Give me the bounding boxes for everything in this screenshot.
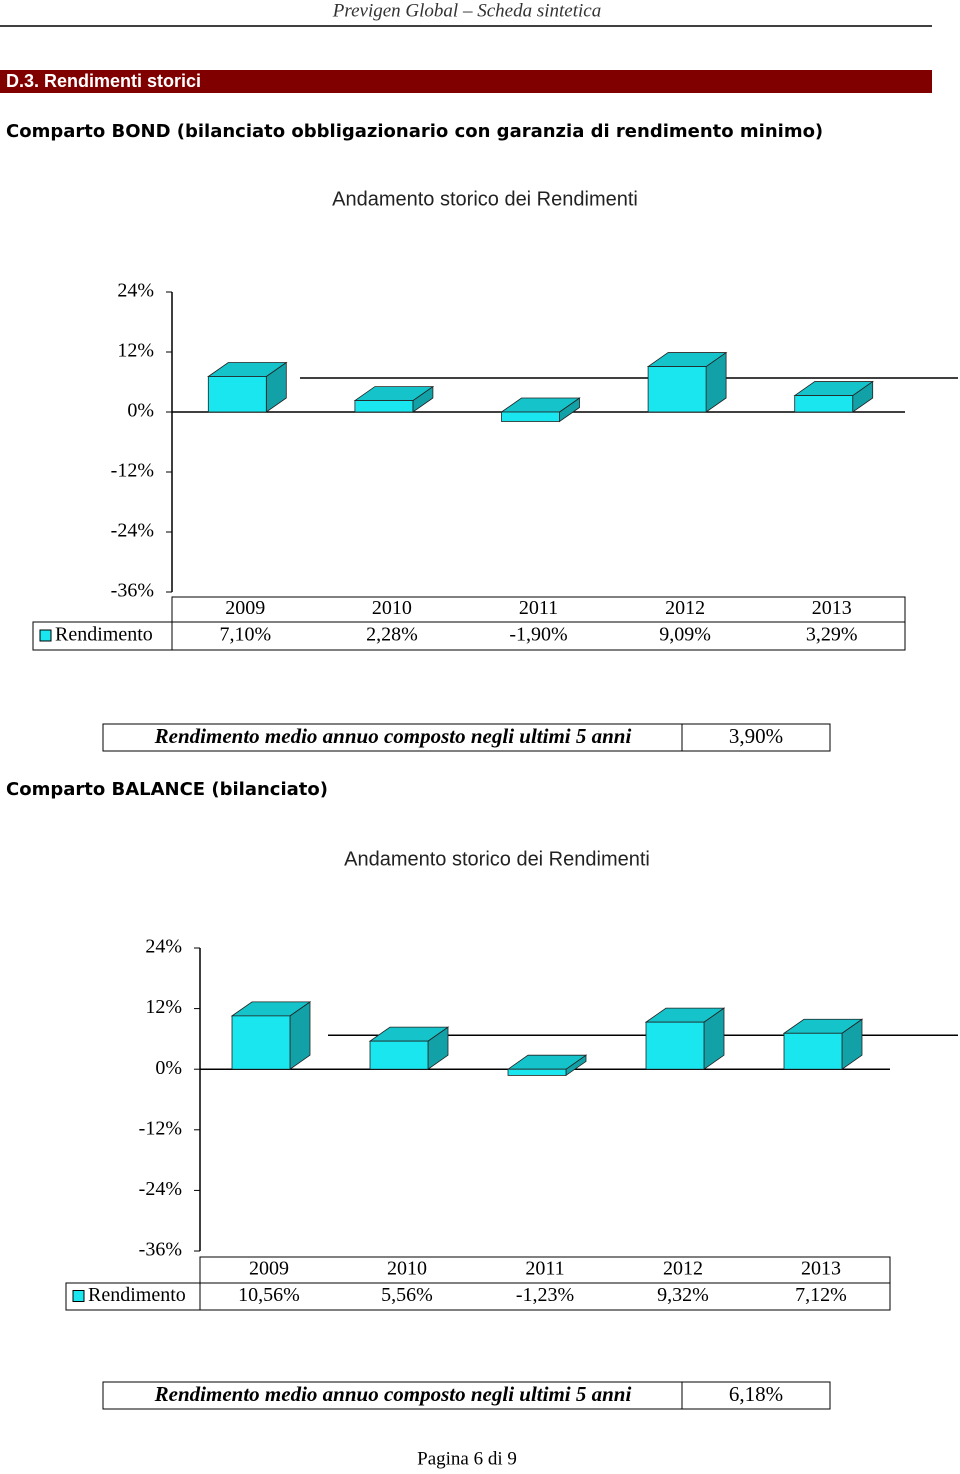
value-label: -1,90% — [509, 624, 567, 646]
bar — [231, 1015, 291, 1070]
bar — [354, 400, 414, 413]
chart-title: Andamento storico dei Rendimenti — [332, 188, 638, 210]
chart-title: Andamento storico dei Rendimenti — [344, 848, 650, 870]
value-label: 2,28% — [366, 624, 418, 646]
section-bar — [0, 70, 932, 93]
value-label: 7,10% — [219, 624, 271, 646]
y-tick-label: -24% — [139, 1178, 182, 1200]
x-tick-label: 2011 — [519, 597, 558, 619]
x-tick-label: 2010 — [372, 597, 412, 619]
bar — [647, 366, 707, 413]
value-label: 9,32% — [657, 1284, 709, 1306]
x-tick-label: 2012 — [665, 597, 705, 619]
x-tick-label: 2009 — [225, 597, 265, 619]
value-label: 5,56% — [381, 1284, 433, 1306]
bar — [645, 1021, 705, 1070]
page-header: Previgen Global – Scheda sintetica — [332, 0, 601, 21]
bar — [369, 1040, 429, 1070]
summary-label: Rendimento medio annuo composto negli ul… — [154, 1382, 632, 1406]
comparto-heading: Comparto BOND (bilanciato obbligazionari… — [6, 121, 823, 142]
x-tick-label: 2011 — [525, 1258, 564, 1280]
value-label: 10,56% — [238, 1284, 300, 1306]
summary-value: 6,18% — [729, 1382, 783, 1406]
value-label: 3,29% — [806, 624, 858, 646]
x-tick-label: 2012 — [663, 1258, 703, 1280]
y-tick-label: -36% — [139, 1239, 182, 1261]
y-tick-label: 12% — [145, 996, 182, 1018]
legend-cell — [65, 1282, 201, 1311]
page-footer: Pagina 6 di 9 — [417, 1448, 517, 1469]
x-tick-label: 2013 — [812, 597, 852, 619]
bar — [783, 1032, 843, 1070]
y-tick-label: -36% — [111, 580, 154, 602]
bar — [794, 395, 854, 413]
y-tick-label: 0% — [155, 1057, 182, 1079]
summary-value: 3,90% — [729, 724, 783, 748]
y-tick-label: 0% — [127, 400, 154, 422]
x-tick-label: 2010 — [387, 1258, 427, 1280]
legend-label: Rendimento — [88, 1284, 186, 1306]
bar — [507, 1068, 567, 1076]
summary-label: Rendimento medio annuo composto negli ul… — [154, 724, 632, 748]
legend-cell — [32, 621, 173, 651]
y-tick-label: 24% — [117, 280, 154, 302]
y-tick-label: -24% — [111, 520, 154, 542]
comparto-heading: Comparto BALANCE (bilanciato) — [6, 779, 328, 800]
x-tick-label: 2009 — [249, 1258, 289, 1280]
legend-swatch — [72, 1290, 85, 1302]
value-label: -1,23% — [516, 1284, 574, 1306]
legend-label: Rendimento — [55, 624, 153, 646]
value-label: 9,09% — [659, 624, 711, 646]
y-tick-label: 12% — [117, 340, 154, 362]
y-tick-label: -12% — [139, 1117, 182, 1139]
bar — [207, 376, 267, 413]
summary-box — [102, 1381, 831, 1410]
summary-box — [102, 723, 831, 752]
value-label: 7,12% — [795, 1284, 847, 1306]
x-tick-label: 2013 — [801, 1258, 841, 1280]
y-tick-label: 24% — [145, 936, 182, 958]
section-title: D.3. Rendimenti storici — [6, 71, 201, 91]
legend-swatch — [39, 629, 52, 642]
bar — [501, 411, 560, 422]
y-tick-label: -12% — [111, 460, 154, 482]
